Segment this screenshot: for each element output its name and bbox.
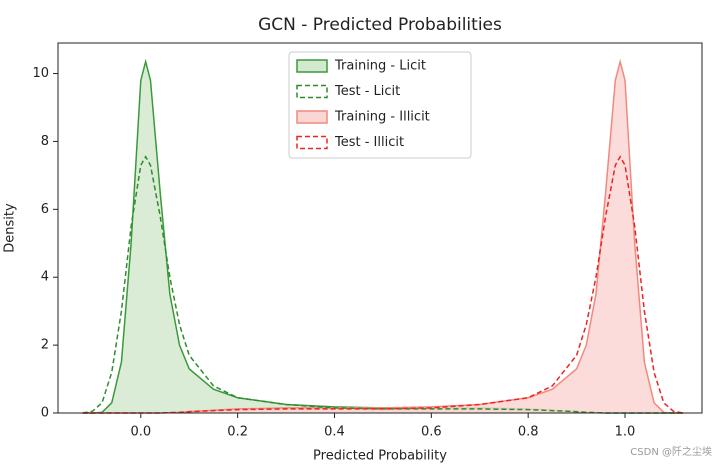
y-tick-label: 4 bbox=[41, 270, 49, 285]
x-tick-label: 0.4 bbox=[324, 425, 345, 440]
y-tick-label: 0 bbox=[41, 406, 49, 421]
legend-label: Test - Licit bbox=[334, 84, 400, 99]
x-tick-label: 0.6 bbox=[421, 425, 442, 440]
area bbox=[82, 61, 684, 413]
x-axis-label: Predicted Probability bbox=[313, 449, 447, 464]
legend-swatch bbox=[296, 59, 328, 73]
x-tick-label: 0.2 bbox=[227, 425, 248, 440]
y-axis-label: Density bbox=[3, 203, 18, 253]
legend-swatch bbox=[296, 135, 328, 150]
density-line bbox=[82, 155, 684, 414]
legend-box bbox=[288, 51, 472, 159]
x-tick-label: 1.0 bbox=[615, 425, 636, 440]
y-tick-label: 6 bbox=[41, 202, 49, 217]
legend-swatch bbox=[296, 84, 328, 99]
legend-label: Training - Licit bbox=[334, 59, 426, 74]
legend-swatch bbox=[296, 110, 328, 124]
area bbox=[82, 61, 684, 413]
legend-label: Training - Illicit bbox=[334, 110, 430, 125]
legend-label: Test - Illicit bbox=[334, 135, 404, 150]
watermark: CSDN @阡之尘埃 bbox=[630, 445, 712, 458]
legend: Training - Licit Test - Licit Training - I… bbox=[288, 51, 472, 159]
y-tick-label: 8 bbox=[41, 134, 49, 149]
y-tick-label: 2 bbox=[41, 338, 49, 353]
y-tick-label: 10 bbox=[32, 66, 49, 81]
chart-title: GCN - Predicted Probabilities bbox=[258, 15, 502, 35]
x-tick-label: 0.8 bbox=[518, 425, 539, 440]
x-tick-label: 0.0 bbox=[130, 425, 151, 440]
plot-frame bbox=[57, 42, 703, 414]
